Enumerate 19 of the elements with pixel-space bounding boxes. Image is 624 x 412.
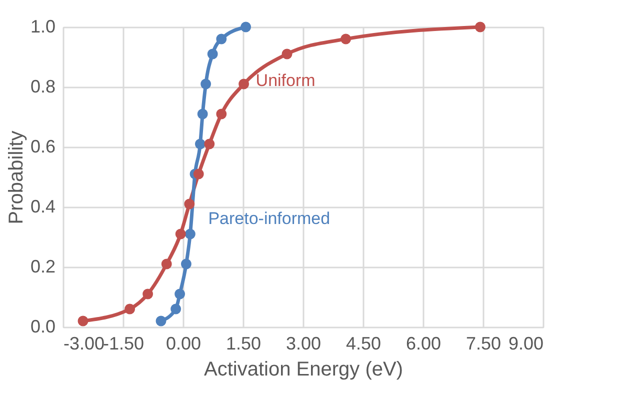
- x-tick-label: 3.00: [286, 334, 322, 354]
- x-tick-label: 9.00: [508, 334, 544, 354]
- x-tick-label: 6.00: [406, 334, 442, 354]
- y-tick-label: 1.0: [30, 16, 56, 36]
- x-axis-title: Activation Energy (eV): [204, 358, 403, 380]
- y-tick-label: 0.0: [30, 316, 56, 336]
- x-tick-label: 4.50: [346, 334, 382, 354]
- y-tick-label: 0.4: [30, 196, 56, 216]
- y-tick-label: 0.2: [30, 256, 56, 276]
- x-tick-label: -1.50: [102, 334, 144, 354]
- x-tick-label: 7.50: [466, 334, 502, 354]
- y-tick-label: 0.6: [30, 136, 56, 156]
- x-tick-label: 0.00: [166, 334, 202, 354]
- series-label: Uniform: [256, 71, 316, 90]
- y-tick-label: 0.8: [30, 76, 56, 96]
- series-label: Pareto-informed: [208, 209, 330, 228]
- y-axis-title: Probability: [5, 130, 28, 224]
- x-tick-label: -3.00: [64, 334, 105, 354]
- x-tick-label: 1.50: [226, 334, 262, 354]
